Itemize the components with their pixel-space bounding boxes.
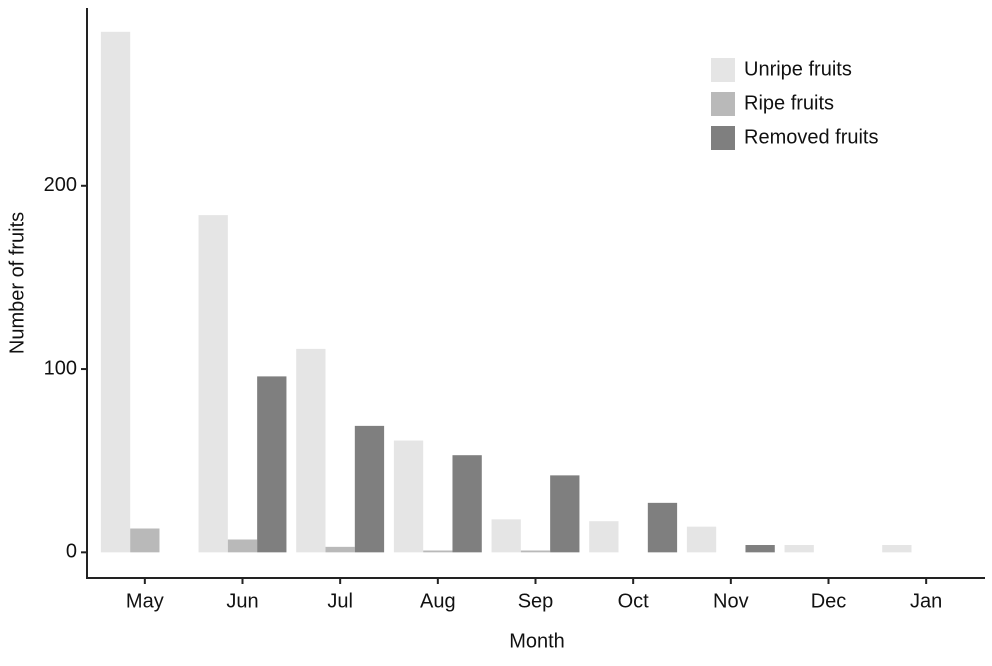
y-tick-label: 200: [44, 174, 77, 196]
x-tick-label: Dec: [811, 590, 847, 612]
x-tick-label: Sep: [518, 590, 554, 612]
bar: [227, 539, 258, 553]
bar: [745, 545, 775, 553]
legend-swatch: [711, 58, 735, 82]
x-tick-label: May: [126, 590, 164, 612]
bar: [452, 455, 482, 553]
bar: [198, 215, 228, 553]
x-tick-label: Jul: [327, 590, 353, 612]
bar: [130, 528, 160, 553]
y-tick-label: 0: [66, 541, 77, 563]
x-tick-label: Oct: [618, 590, 650, 612]
y-axis-title: Number of fruits: [6, 212, 28, 354]
x-tick-label: Jan: [910, 590, 942, 612]
bar: [100, 31, 131, 553]
bar: [686, 526, 717, 553]
bar: [784, 545, 814, 553]
bar: [393, 440, 424, 553]
y-tick-label: 100: [44, 357, 77, 379]
bar: [354, 425, 385, 553]
legend-swatch: [711, 92, 735, 116]
bar: [257, 376, 287, 553]
bar: [550, 475, 580, 553]
x-tick-label: Aug: [420, 590, 456, 612]
x-tick-label: Jun: [226, 590, 258, 612]
bar: [882, 545, 912, 553]
bar: [491, 519, 521, 553]
x-axis-title: Month: [509, 630, 565, 652]
legend-label: Ripe fruits: [744, 92, 834, 114]
legend-swatch: [711, 126, 735, 150]
bar: [589, 521, 619, 553]
x-tick-label: Nov: [713, 590, 749, 612]
bar: [423, 550, 453, 553]
bar: [647, 502, 678, 553]
legend-label: Removed fruits: [744, 126, 879, 148]
bar: [296, 348, 326, 553]
bar: [325, 546, 355, 553]
bar: [520, 550, 551, 553]
legend-label: Unripe fruits: [744, 58, 852, 80]
